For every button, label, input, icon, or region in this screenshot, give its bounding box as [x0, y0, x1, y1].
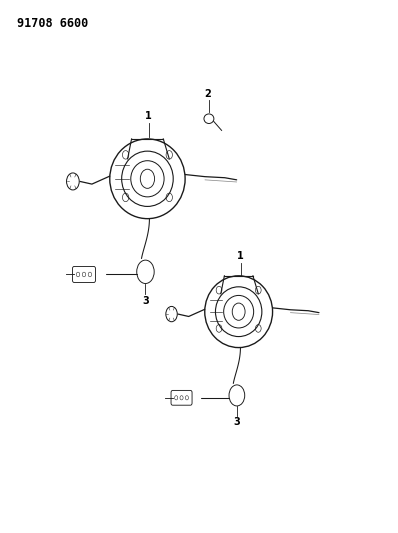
Text: 2: 2 — [205, 88, 211, 99]
Text: 3: 3 — [233, 417, 240, 427]
Text: 1: 1 — [236, 251, 243, 261]
Text: 91708 6600: 91708 6600 — [17, 17, 88, 30]
Text: 3: 3 — [142, 296, 149, 306]
Text: 1: 1 — [145, 111, 152, 122]
